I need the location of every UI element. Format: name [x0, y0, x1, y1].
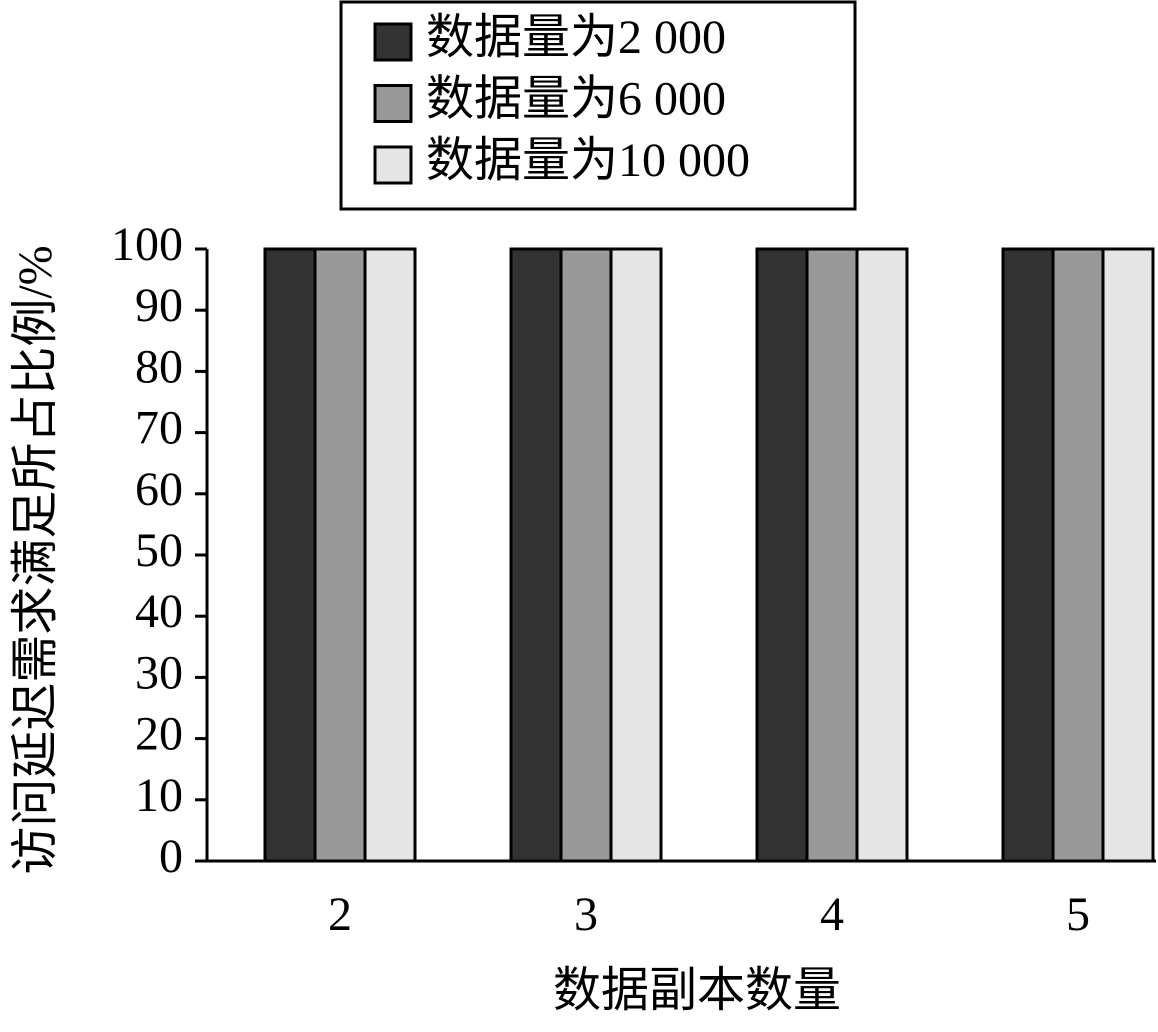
y-tick-label: 0	[159, 830, 183, 883]
x-tick-label: 2	[328, 888, 352, 941]
y-tick-label: 70	[135, 402, 183, 455]
y-tick-label: 10	[135, 769, 183, 822]
bar	[805, 247, 859, 863]
x-tick-label: 3	[574, 888, 598, 941]
y-tick-label: 90	[135, 279, 183, 332]
bar	[1051, 247, 1105, 863]
bar	[855, 247, 909, 863]
x-tick-label: 4	[820, 888, 844, 941]
bar	[509, 247, 563, 863]
legend-label: 数据量为10 000	[426, 134, 750, 187]
bar	[313, 247, 367, 863]
bar	[1101, 247, 1155, 863]
legend-swatch	[373, 22, 413, 62]
legend-swatch	[373, 145, 413, 185]
bar	[363, 247, 417, 863]
bar	[755, 247, 809, 863]
y-tick-label: 60	[135, 463, 183, 516]
bar	[609, 247, 663, 863]
legend-box	[339, 0, 857, 211]
x-axis-label: 数据副本数量	[553, 964, 841, 1017]
y-axis-label: 访问延迟需求满足所占比例/%	[9, 245, 62, 874]
y-tick-label: 20	[135, 708, 183, 761]
y-tick-label: 40	[135, 585, 183, 638]
x-tick-label: 5	[1066, 888, 1090, 941]
legend-label: 数据量为2 000	[426, 11, 726, 64]
y-tick-label: 80	[135, 340, 183, 393]
y-tick-label: 50	[135, 524, 183, 577]
y-tick-label: 30	[135, 646, 183, 699]
bar	[263, 247, 317, 863]
bar	[1001, 247, 1055, 863]
y-tick-label: 100	[111, 218, 183, 271]
bar	[559, 247, 613, 863]
legend-label: 数据量为6 000	[426, 73, 726, 126]
legend-swatch	[373, 84, 413, 123]
